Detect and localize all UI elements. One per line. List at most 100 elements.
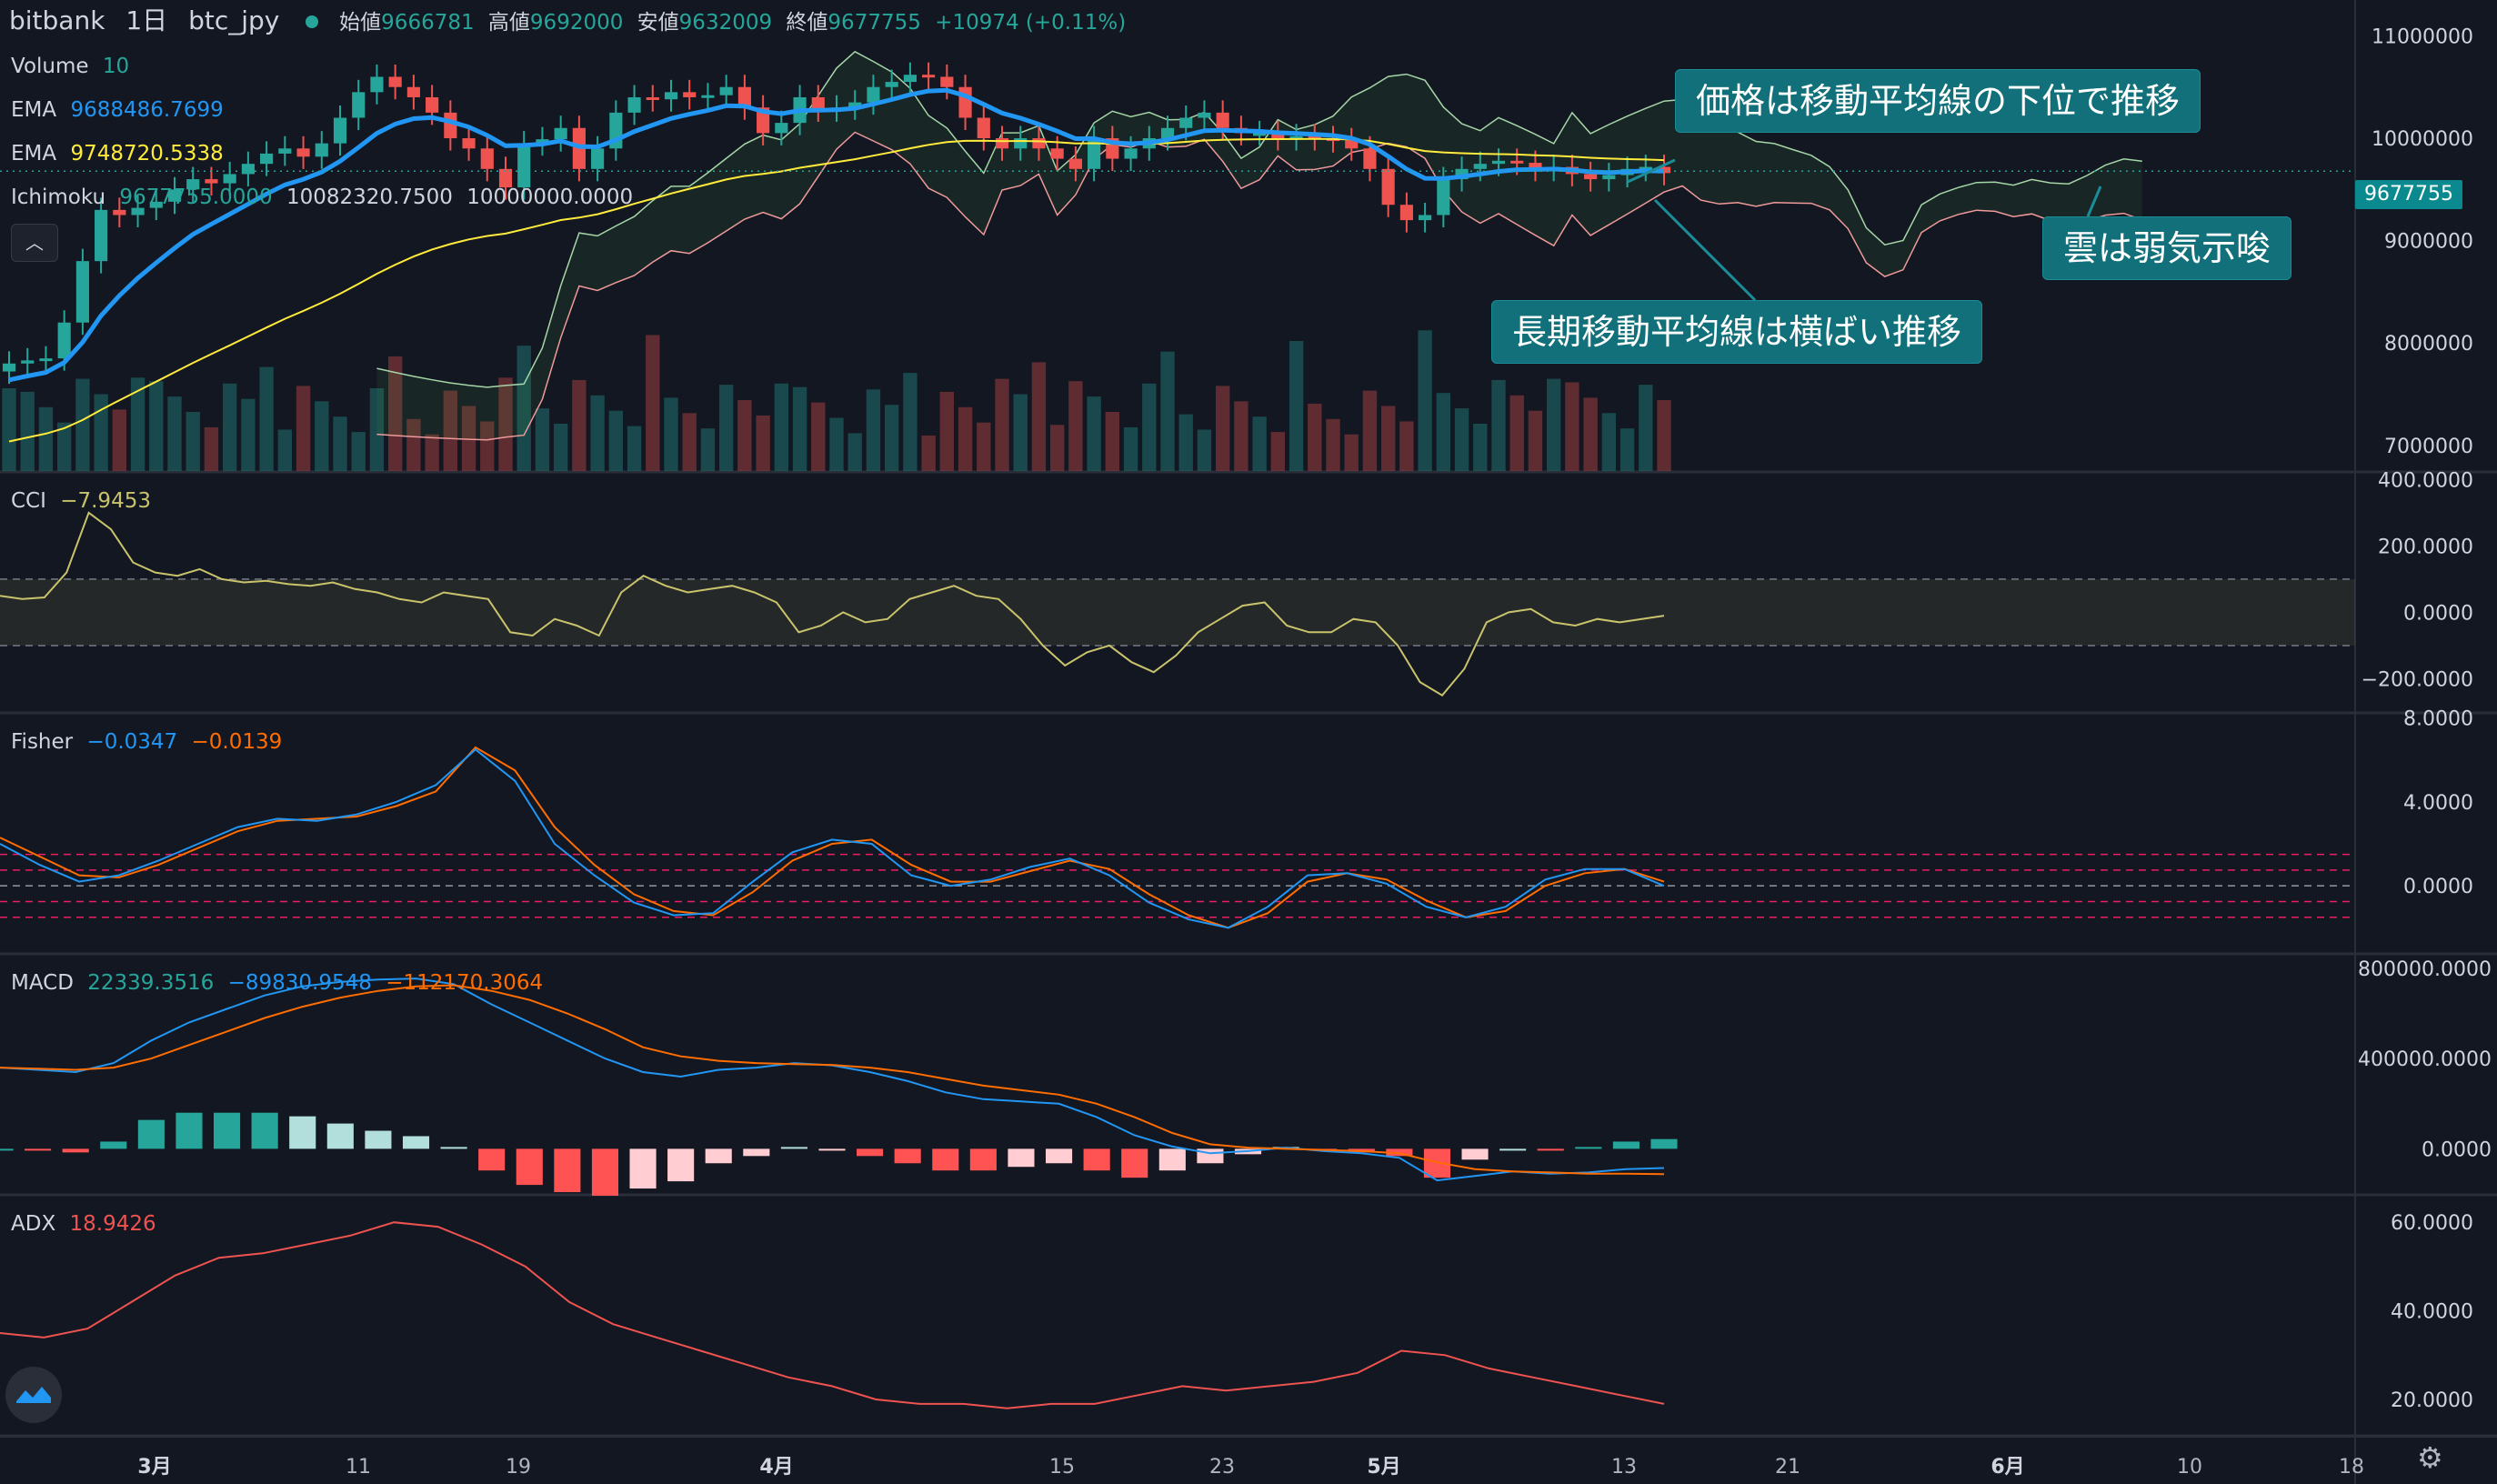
macd-histogram-bar — [554, 1148, 581, 1193]
candle — [149, 189, 163, 221]
candle-body — [1363, 148, 1377, 169]
candle-body — [113, 209, 126, 216]
candle — [1399, 192, 1413, 233]
time-tick-label: 21 — [1775, 1456, 1800, 1479]
time-tick-label: 3月 — [137, 1456, 171, 1479]
collapse-legend-button[interactable]: ︿ — [11, 224, 58, 262]
annotation-cloud-bearish[interactable]: 雲は弱気示唆 — [2042, 216, 2292, 280]
candle-body — [1032, 138, 1046, 149]
volume-bar — [774, 383, 789, 471]
candle — [775, 110, 788, 145]
candle — [1308, 124, 1321, 151]
cci-legend[interactable]: CCI −7.9453 — [11, 487, 151, 515]
annotation-price-below-ma[interactable]: 価格は移動平均線の下位で推移 — [1675, 69, 2201, 133]
volume-bar — [939, 391, 955, 471]
candle-body — [498, 168, 513, 188]
macd-histogram-bar — [402, 1136, 430, 1149]
volume-bar — [1087, 396, 1101, 471]
candle — [260, 141, 274, 176]
candle-body — [1419, 215, 1432, 221]
candle-body — [296, 148, 310, 157]
volume-bar — [369, 388, 385, 471]
volume-bar — [461, 406, 476, 471]
volume-bar — [572, 379, 587, 471]
price-tick-label: 8000000 — [2384, 333, 2473, 356]
volume-legend[interactable]: Volume 10 — [11, 53, 129, 80]
tradingview-logo-icon[interactable] — [5, 1367, 62, 1423]
macd-histogram-bar — [62, 1148, 89, 1153]
candle — [296, 135, 310, 169]
volume-bar — [1031, 362, 1047, 471]
macd-histogram-bar — [667, 1148, 695, 1182]
interval-label[interactable]: 1日 — [125, 5, 168, 35]
candle-body — [1399, 205, 1413, 221]
exchange-name: bitbank — [9, 5, 105, 35]
candle-body — [333, 117, 347, 144]
volume-bar — [1289, 341, 1304, 471]
candle-body — [922, 75, 936, 78]
cci-band — [0, 578, 2355, 646]
ichimoku-cloud — [376, 51, 2142, 440]
candle — [811, 85, 825, 123]
candle — [167, 176, 182, 215]
macd-histogram-bar — [478, 1148, 506, 1171]
candle — [1068, 146, 1082, 182]
candle — [664, 79, 678, 112]
candle-body — [260, 153, 274, 165]
price-tick-label: 11000000 — [2372, 25, 2473, 48]
macd-histogram-bar — [1158, 1148, 1186, 1171]
symbol-label[interactable]: btc_jpy — [188, 5, 280, 35]
candle — [1602, 163, 1616, 192]
candle — [1271, 120, 1285, 151]
fisher-legend[interactable]: Fisher −0.0347 −0.0139 — [11, 728, 282, 756]
macd-value-1: 22339.3516 — [87, 971, 215, 995]
candle-body — [903, 75, 917, 83]
annotation-long-ma-flat[interactable]: 長期移動平均線は横ばい推移 — [1491, 300, 1983, 364]
volume-bar — [94, 394, 108, 471]
volume-bar — [958, 406, 973, 471]
volume-bar — [866, 389, 881, 471]
volume-bar — [277, 429, 293, 471]
candle-body — [186, 179, 200, 190]
candle — [21, 347, 35, 376]
candle — [958, 75, 972, 131]
cci-value: −7.9453 — [60, 489, 151, 513]
candle-body — [1068, 158, 1082, 169]
volume-bar — [995, 378, 1009, 471]
candle — [940, 64, 954, 100]
fisher-value-1: −0.0347 — [86, 730, 178, 754]
macd-histogram-bar — [969, 1148, 997, 1171]
volume-bar — [884, 405, 899, 471]
candle-body — [1529, 163, 1542, 169]
volume-bar — [1565, 382, 1579, 471]
candle — [591, 135, 605, 182]
macd-legend[interactable]: MACD 22339.3516 −89830.9548 −112170.3064 — [11, 969, 543, 997]
close-value: 9677755 — [827, 11, 921, 35]
ema-fast-legend[interactable]: EMA 9688486.7699 — [11, 96, 224, 124]
volume-bar — [296, 386, 311, 471]
candle — [517, 131, 531, 200]
volume-bar — [204, 426, 219, 471]
candle-body — [1345, 140, 1359, 149]
candle-body — [223, 174, 236, 184]
candle-body — [370, 76, 384, 93]
candle — [683, 79, 697, 110]
volume-bar — [1657, 400, 1671, 471]
gear-icon[interactable]: ⚙ — [2417, 1440, 2443, 1475]
candle-body — [1124, 148, 1138, 159]
adx-legend[interactable]: ADX 18.9426 — [11, 1210, 156, 1238]
macd-histogram-bar — [0, 1148, 14, 1151]
ema-slow-legend[interactable]: EMA 9748720.5338 — [11, 140, 224, 167]
cci-tick-label: 200.0000 — [2378, 536, 2473, 558]
ema-slow-value: 9748720.5338 — [70, 142, 224, 165]
ichimoku-value-3: 10000000.0000 — [466, 186, 634, 209]
volume-bar — [1234, 401, 1248, 471]
volume-bar — [1546, 378, 1561, 471]
volume-bar — [1160, 351, 1175, 471]
cci-tick-label: −200.0000 — [2362, 668, 2473, 691]
candle-body — [940, 76, 954, 87]
candle-body — [885, 82, 898, 87]
volume-bar — [1418, 330, 1432, 471]
ichimoku-legend[interactable]: Ichimoku 9677755.0000 10082320.7500 1000… — [11, 184, 633, 211]
